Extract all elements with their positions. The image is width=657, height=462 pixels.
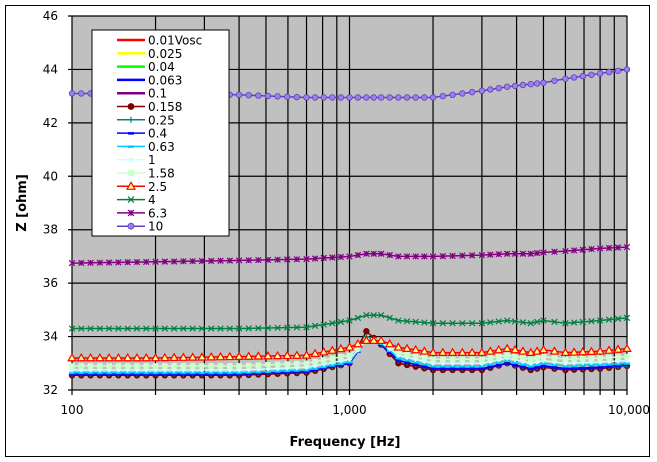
legend: 0.01Vosc0.0250.040.0630.10.1580.250.40.6… bbox=[91, 29, 230, 237]
x-tick-label: 10,000 bbox=[608, 403, 650, 417]
series-6-3 bbox=[68, 243, 631, 267]
legend-item: 4 bbox=[117, 193, 156, 207]
y-tick-label: 40 bbox=[43, 169, 58, 183]
legend-item: 2.5 bbox=[117, 180, 167, 194]
y-tick-label: 44 bbox=[43, 62, 58, 76]
legend-label: 0.1 bbox=[148, 87, 167, 101]
y-tick-label: 38 bbox=[43, 223, 58, 237]
y-tick-label: 36 bbox=[43, 276, 58, 290]
y-tick-label: 34 bbox=[43, 330, 58, 344]
legend-label: 2.5 bbox=[148, 180, 167, 194]
y-axis-title: Z [ohm] bbox=[15, 174, 30, 232]
x-axis-title: Frequency [Hz] bbox=[290, 435, 401, 450]
legend-item: 1 bbox=[117, 153, 156, 167]
legend-item: 0.1 bbox=[117, 87, 167, 101]
legend-item: 0.158 bbox=[117, 100, 182, 114]
y-tick-label: 32 bbox=[43, 383, 58, 397]
legend-label: 0.25 bbox=[148, 113, 175, 127]
legend-item: 0.025 bbox=[117, 47, 182, 61]
data-series bbox=[67, 66, 632, 379]
legend-item: 10 bbox=[117, 220, 163, 234]
legend-label: 0.158 bbox=[148, 100, 182, 114]
legend-item: 0.25 bbox=[117, 113, 175, 127]
series-1-58 bbox=[69, 337, 630, 369]
legend-item: 6.3 bbox=[117, 206, 167, 220]
legend-label: 0.063 bbox=[148, 73, 182, 87]
legend-label: 0.4 bbox=[148, 127, 167, 141]
legend-item: 0.01Vosc bbox=[117, 34, 202, 48]
x-tick-label: 100 bbox=[61, 403, 84, 417]
legend-label: 1.58 bbox=[148, 167, 175, 181]
axis-ticks: 32 34 36 38 40 42 44 46 100 1,000 10,000 bbox=[43, 9, 650, 417]
legend-label: 10 bbox=[148, 220, 163, 234]
series-4 bbox=[68, 311, 631, 332]
legend-item: 1.58 bbox=[117, 167, 175, 181]
legend-label: 0.63 bbox=[148, 140, 175, 154]
legend-label: 0.01Vosc bbox=[148, 34, 202, 48]
legend-item: 0.63 bbox=[117, 140, 175, 154]
legend-label: 4 bbox=[148, 193, 156, 207]
legend-item: 0.4 bbox=[117, 127, 167, 141]
legend-item: 0.04 bbox=[117, 60, 175, 74]
legend-item: 0.063 bbox=[117, 73, 182, 87]
legend-label: 6.3 bbox=[148, 206, 167, 220]
y-tick-label: 46 bbox=[43, 9, 58, 23]
series-2-5 bbox=[67, 335, 632, 362]
legend-label: 1 bbox=[148, 153, 156, 167]
legend-label: 0.04 bbox=[148, 60, 175, 74]
x-tick-label: 1,000 bbox=[332, 403, 366, 417]
legend-label: 0.025 bbox=[148, 47, 182, 61]
y-tick-label: 42 bbox=[43, 116, 58, 130]
